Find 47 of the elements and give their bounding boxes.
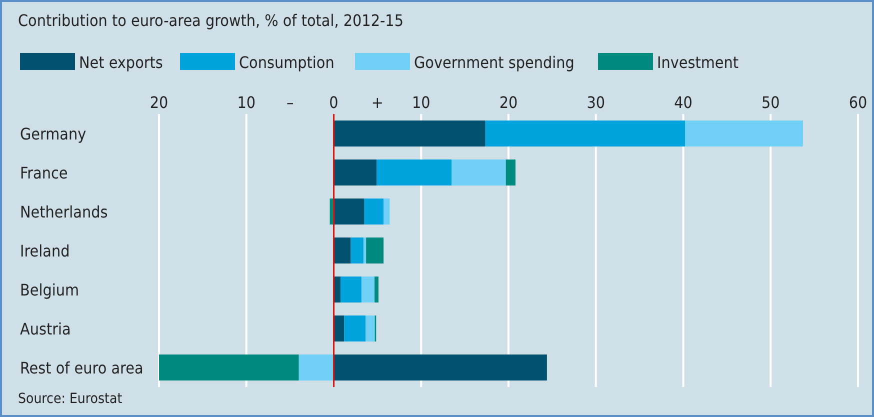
x-tick-label: 50	[761, 93, 780, 112]
legend-label: Net exports	[79, 53, 163, 72]
legend-label: Investment	[657, 53, 739, 72]
y-tick-label: Ireland	[20, 242, 70, 260]
chart-title: Contribution to euro-area growth, % of total, 2012-15	[18, 11, 404, 30]
x-tick-label: 30	[586, 93, 606, 112]
legend-label: Government spending	[414, 53, 574, 72]
y-tick-label: Austria	[20, 320, 71, 338]
bar	[376, 160, 452, 186]
bar	[334, 160, 377, 186]
bar	[334, 354, 547, 380]
x-tick-label: 10	[412, 93, 430, 112]
bar	[340, 276, 362, 302]
bar	[334, 316, 344, 342]
bar	[350, 238, 364, 264]
x-tick-label: 10	[237, 93, 256, 112]
y-tick-label: Belgium	[20, 280, 80, 300]
bar	[506, 160, 516, 186]
bar	[159, 354, 299, 380]
bar	[334, 198, 364, 224]
y-tick-label: France	[20, 164, 68, 182]
bar	[384, 198, 390, 224]
bar	[485, 120, 685, 146]
x-tick-label: –	[286, 93, 294, 112]
bar	[374, 276, 378, 302]
y-tick-label: Rest of euro area	[20, 358, 144, 378]
y-tick-label: Netherlands	[20, 202, 108, 222]
bar	[366, 238, 384, 264]
bar	[298, 354, 334, 380]
y-tick-label: Germany	[20, 124, 87, 144]
bar	[364, 198, 384, 224]
source-note: Source: Eurostat	[18, 391, 122, 407]
bar	[361, 276, 375, 302]
bar	[344, 316, 366, 342]
bar	[334, 120, 486, 146]
x-tick-label: 40	[674, 93, 692, 112]
bar	[366, 316, 375, 342]
bar	[334, 238, 351, 264]
x-tick-label: +	[371, 93, 384, 112]
bar	[684, 120, 803, 146]
x-tick-label: 60	[848, 93, 868, 112]
x-tick-label: 0	[329, 93, 338, 112]
x-tick-label: 20	[499, 93, 518, 112]
bar	[363, 238, 366, 264]
legend-label: Consumption	[239, 53, 334, 72]
bar	[452, 160, 506, 186]
x-tick-label: 20	[150, 93, 168, 112]
